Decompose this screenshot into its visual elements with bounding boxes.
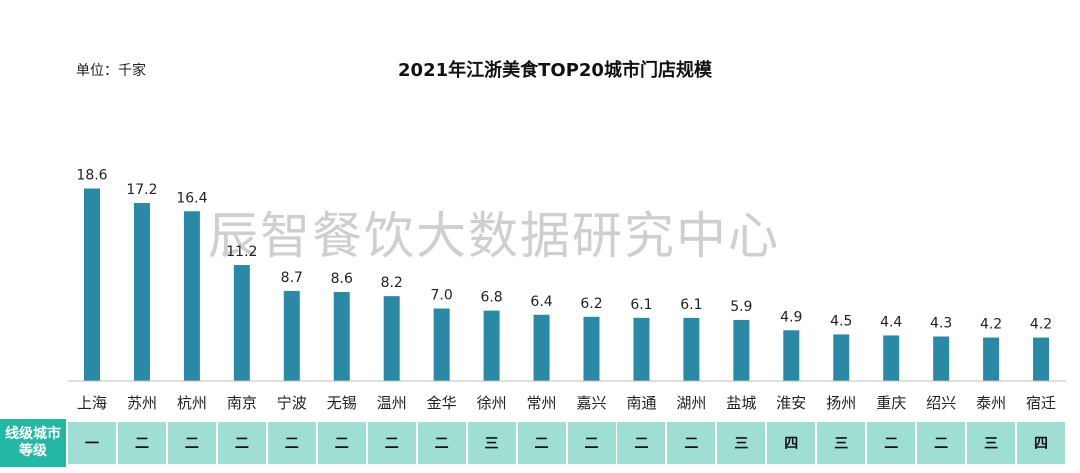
category-label: 上海 — [77, 394, 107, 412]
bar — [633, 317, 650, 381]
bar-value-label: 6.1 — [630, 297, 652, 313]
category-label: 南京 — [227, 394, 257, 412]
category-label: 湖州 — [676, 394, 706, 412]
tier-header: 线级城市等级 — [0, 419, 66, 467]
bar — [783, 330, 800, 381]
tier-cell: 一 — [68, 422, 116, 464]
tier-cell: 二 — [167, 422, 216, 464]
bar-value-label: 4.5 — [830, 313, 852, 329]
bar-chart: 18.6 上海 17.2 苏州 16.4 杭州 11.2 南京 8.7 宁波 8.6 无锡 8.2 温州 7… — [68, 167, 1066, 412]
category-label: 温州 — [377, 394, 407, 412]
category-label: 嘉兴 — [576, 394, 606, 412]
bar-value-label: 8.7 — [281, 270, 303, 286]
category-label: 泰州 — [976, 394, 1006, 412]
bar — [283, 290, 300, 381]
tier-cell: 二 — [367, 422, 416, 464]
bar — [833, 334, 850, 381]
bar-value-label: 11.2 — [226, 244, 257, 260]
bar — [483, 310, 500, 381]
category-label: 南通 — [626, 394, 656, 412]
category-label: 宿迁 — [1026, 394, 1056, 412]
bar-value-label: 18.6 — [76, 167, 107, 183]
bar — [183, 211, 200, 381]
tier-cell: 二 — [867, 422, 916, 464]
bar-value-label: 4.3 — [930, 315, 952, 331]
bar — [1033, 337, 1050, 381]
tier-cell: 四 — [767, 422, 816, 464]
bar-value-label: 6.2 — [580, 296, 602, 312]
bar — [533, 314, 550, 381]
bar — [583, 316, 600, 381]
bar-value-label: 16.4 — [176, 190, 207, 206]
bar — [433, 308, 450, 381]
bar-value-label: 6.1 — [680, 297, 702, 313]
bar-value-label: 6.4 — [530, 294, 552, 310]
bar-value-label: 6.8 — [480, 290, 502, 306]
tier-cell: 三 — [467, 422, 516, 464]
bar-value-label: 8.2 — [381, 275, 403, 291]
tier-cell: 二 — [417, 422, 466, 464]
bar — [233, 265, 250, 381]
bar-value-label: 4.4 — [880, 314, 902, 330]
tier-cell: 二 — [917, 422, 966, 464]
bar — [883, 335, 900, 381]
bar — [733, 319, 750, 381]
bar — [383, 296, 400, 381]
bar — [333, 291, 350, 381]
bar-value-label: 4.9 — [780, 309, 802, 325]
bar — [133, 202, 150, 381]
bar — [933, 336, 950, 381]
category-label: 金华 — [427, 394, 457, 412]
bar — [683, 317, 700, 381]
bar-value-label: 5.9 — [730, 299, 752, 315]
tier-cell: 二 — [267, 422, 316, 464]
bar-value-label: 4.2 — [1030, 317, 1052, 333]
tier-row: 一二二二二二二二三二二二二三四三二二三四 — [66, 422, 1066, 464]
category-label: 徐州 — [477, 394, 507, 412]
tier-cell: 二 — [317, 422, 366, 464]
category-label: 常州 — [527, 394, 557, 412]
bar-value-label: 7.0 — [431, 288, 453, 304]
bar-value-label: 8.6 — [331, 271, 353, 287]
category-label: 重庆 — [876, 394, 906, 412]
tier-cell: 二 — [117, 422, 166, 464]
unit-label: 单位：千家 — [76, 63, 146, 79]
tier-cell: 四 — [1017, 422, 1066, 464]
category-label: 苏州 — [127, 394, 157, 412]
bar — [84, 188, 100, 381]
tier-cell: 三 — [717, 422, 766, 464]
category-label: 宁波 — [277, 394, 307, 412]
tier-cell: 二 — [217, 422, 266, 464]
category-label: 杭州 — [177, 394, 207, 412]
tier-cell: 二 — [517, 422, 566, 464]
tier-cell: 三 — [817, 422, 866, 464]
chart-title: 2021年江浙美食TOP20城市门店规模 — [398, 60, 712, 81]
bar — [983, 337, 1000, 381]
category-label: 扬州 — [826, 394, 856, 412]
tier-cell: 二 — [567, 422, 616, 464]
bar-value-label: 17.2 — [126, 182, 157, 198]
category-label: 盐城 — [726, 394, 756, 412]
tier-cell: 二 — [667, 422, 716, 464]
category-label: 绍兴 — [926, 394, 956, 412]
bar-value-label: 4.2 — [980, 317, 1002, 333]
category-label: 无锡 — [327, 394, 357, 412]
category-label: 淮安 — [776, 394, 806, 412]
tier-cell: 二 — [617, 422, 666, 464]
watermark: 辰智餐饮大数据研究中心 — [208, 207, 780, 265]
tier-cell: 三 — [967, 422, 1016, 464]
